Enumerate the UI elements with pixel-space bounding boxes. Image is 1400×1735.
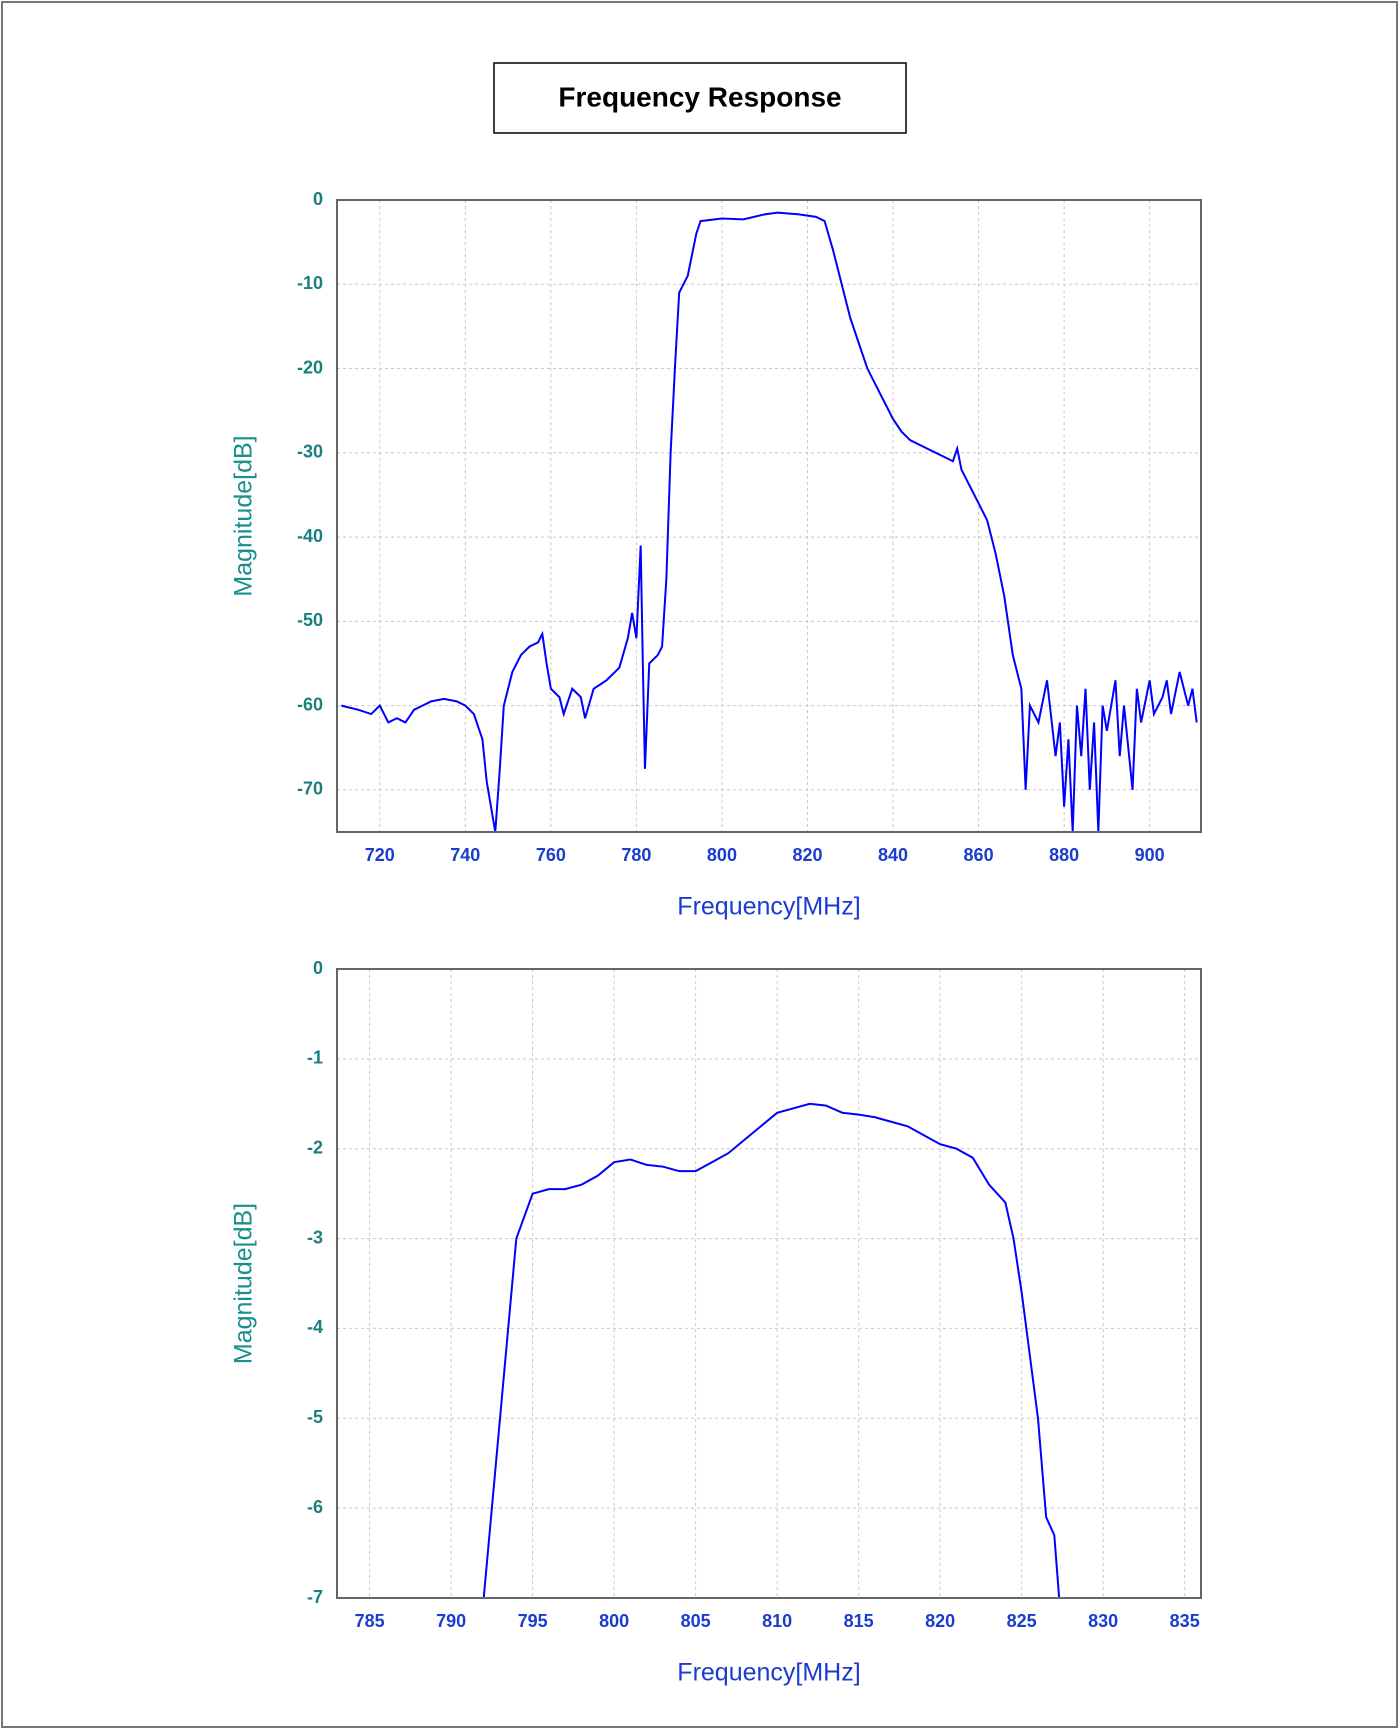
x-tick-label: 800 (707, 845, 737, 865)
data-line (341, 211, 1198, 832)
x-tick-label: 785 (355, 1611, 385, 1631)
x-tick-label: 795 (518, 1611, 548, 1631)
x-tick-label: 810 (762, 1611, 792, 1631)
x-tick-label: 815 (844, 1611, 874, 1631)
y-tick-label: -60 (297, 694, 323, 714)
y-tick-label: -4 (307, 1317, 323, 1337)
x-tick-label: 800 (599, 1611, 629, 1631)
x-tick-label: 740 (450, 845, 480, 865)
y-tick-label: -20 (297, 357, 323, 377)
y-tick-label: -5 (307, 1407, 323, 1427)
x-tick-label: 820 (792, 845, 822, 865)
y-tick-label: 0 (313, 189, 323, 209)
x-tick-label: 720 (365, 845, 395, 865)
y-tick-label: -40 (297, 526, 323, 546)
y-tick-label: -7 (307, 1587, 323, 1607)
plot-border (336, 199, 1202, 833)
x-tick-label: 840 (878, 845, 908, 865)
x-tick-label: 790 (436, 1611, 466, 1631)
plot-border (336, 968, 1202, 1599)
x-tick-label: 820 (925, 1611, 955, 1631)
title-box (493, 62, 907, 134)
x-tick-label: 780 (621, 845, 651, 865)
y-tick-label: -1 (307, 1048, 323, 1068)
data-line (482, 1102, 1061, 1598)
y-axis-label: Magnitude[dB] (230, 435, 258, 596)
y-tick-label: -3 (307, 1227, 323, 1247)
y-tick-label: -6 (307, 1497, 323, 1517)
x-tick-label: 830 (1088, 1611, 1118, 1631)
x-axis-label: Frequency[MHz] (677, 893, 860, 921)
x-tick-label: 900 (1135, 845, 1165, 865)
y-tick-label: -70 (297, 779, 323, 799)
x-axis-label: Frequency[MHz] (677, 1659, 860, 1687)
y-tick-label: -2 (307, 1137, 323, 1157)
y-tick-label: 0 (313, 958, 323, 978)
x-tick-label: 880 (1049, 845, 1079, 865)
x-tick-label: 805 (681, 1611, 711, 1631)
y-tick-label: -50 (297, 610, 323, 630)
y-tick-label: -30 (297, 442, 323, 462)
x-tick-label: 860 (964, 845, 994, 865)
x-tick-label: 835 (1170, 1611, 1200, 1631)
y-tick-label: -10 (297, 273, 323, 293)
page-title: Frequency Response (558, 81, 841, 112)
y-axis-label: Magnitude[dB] (230, 1203, 258, 1364)
x-tick-label: 760 (536, 845, 566, 865)
x-tick-label: 825 (1007, 1611, 1037, 1631)
